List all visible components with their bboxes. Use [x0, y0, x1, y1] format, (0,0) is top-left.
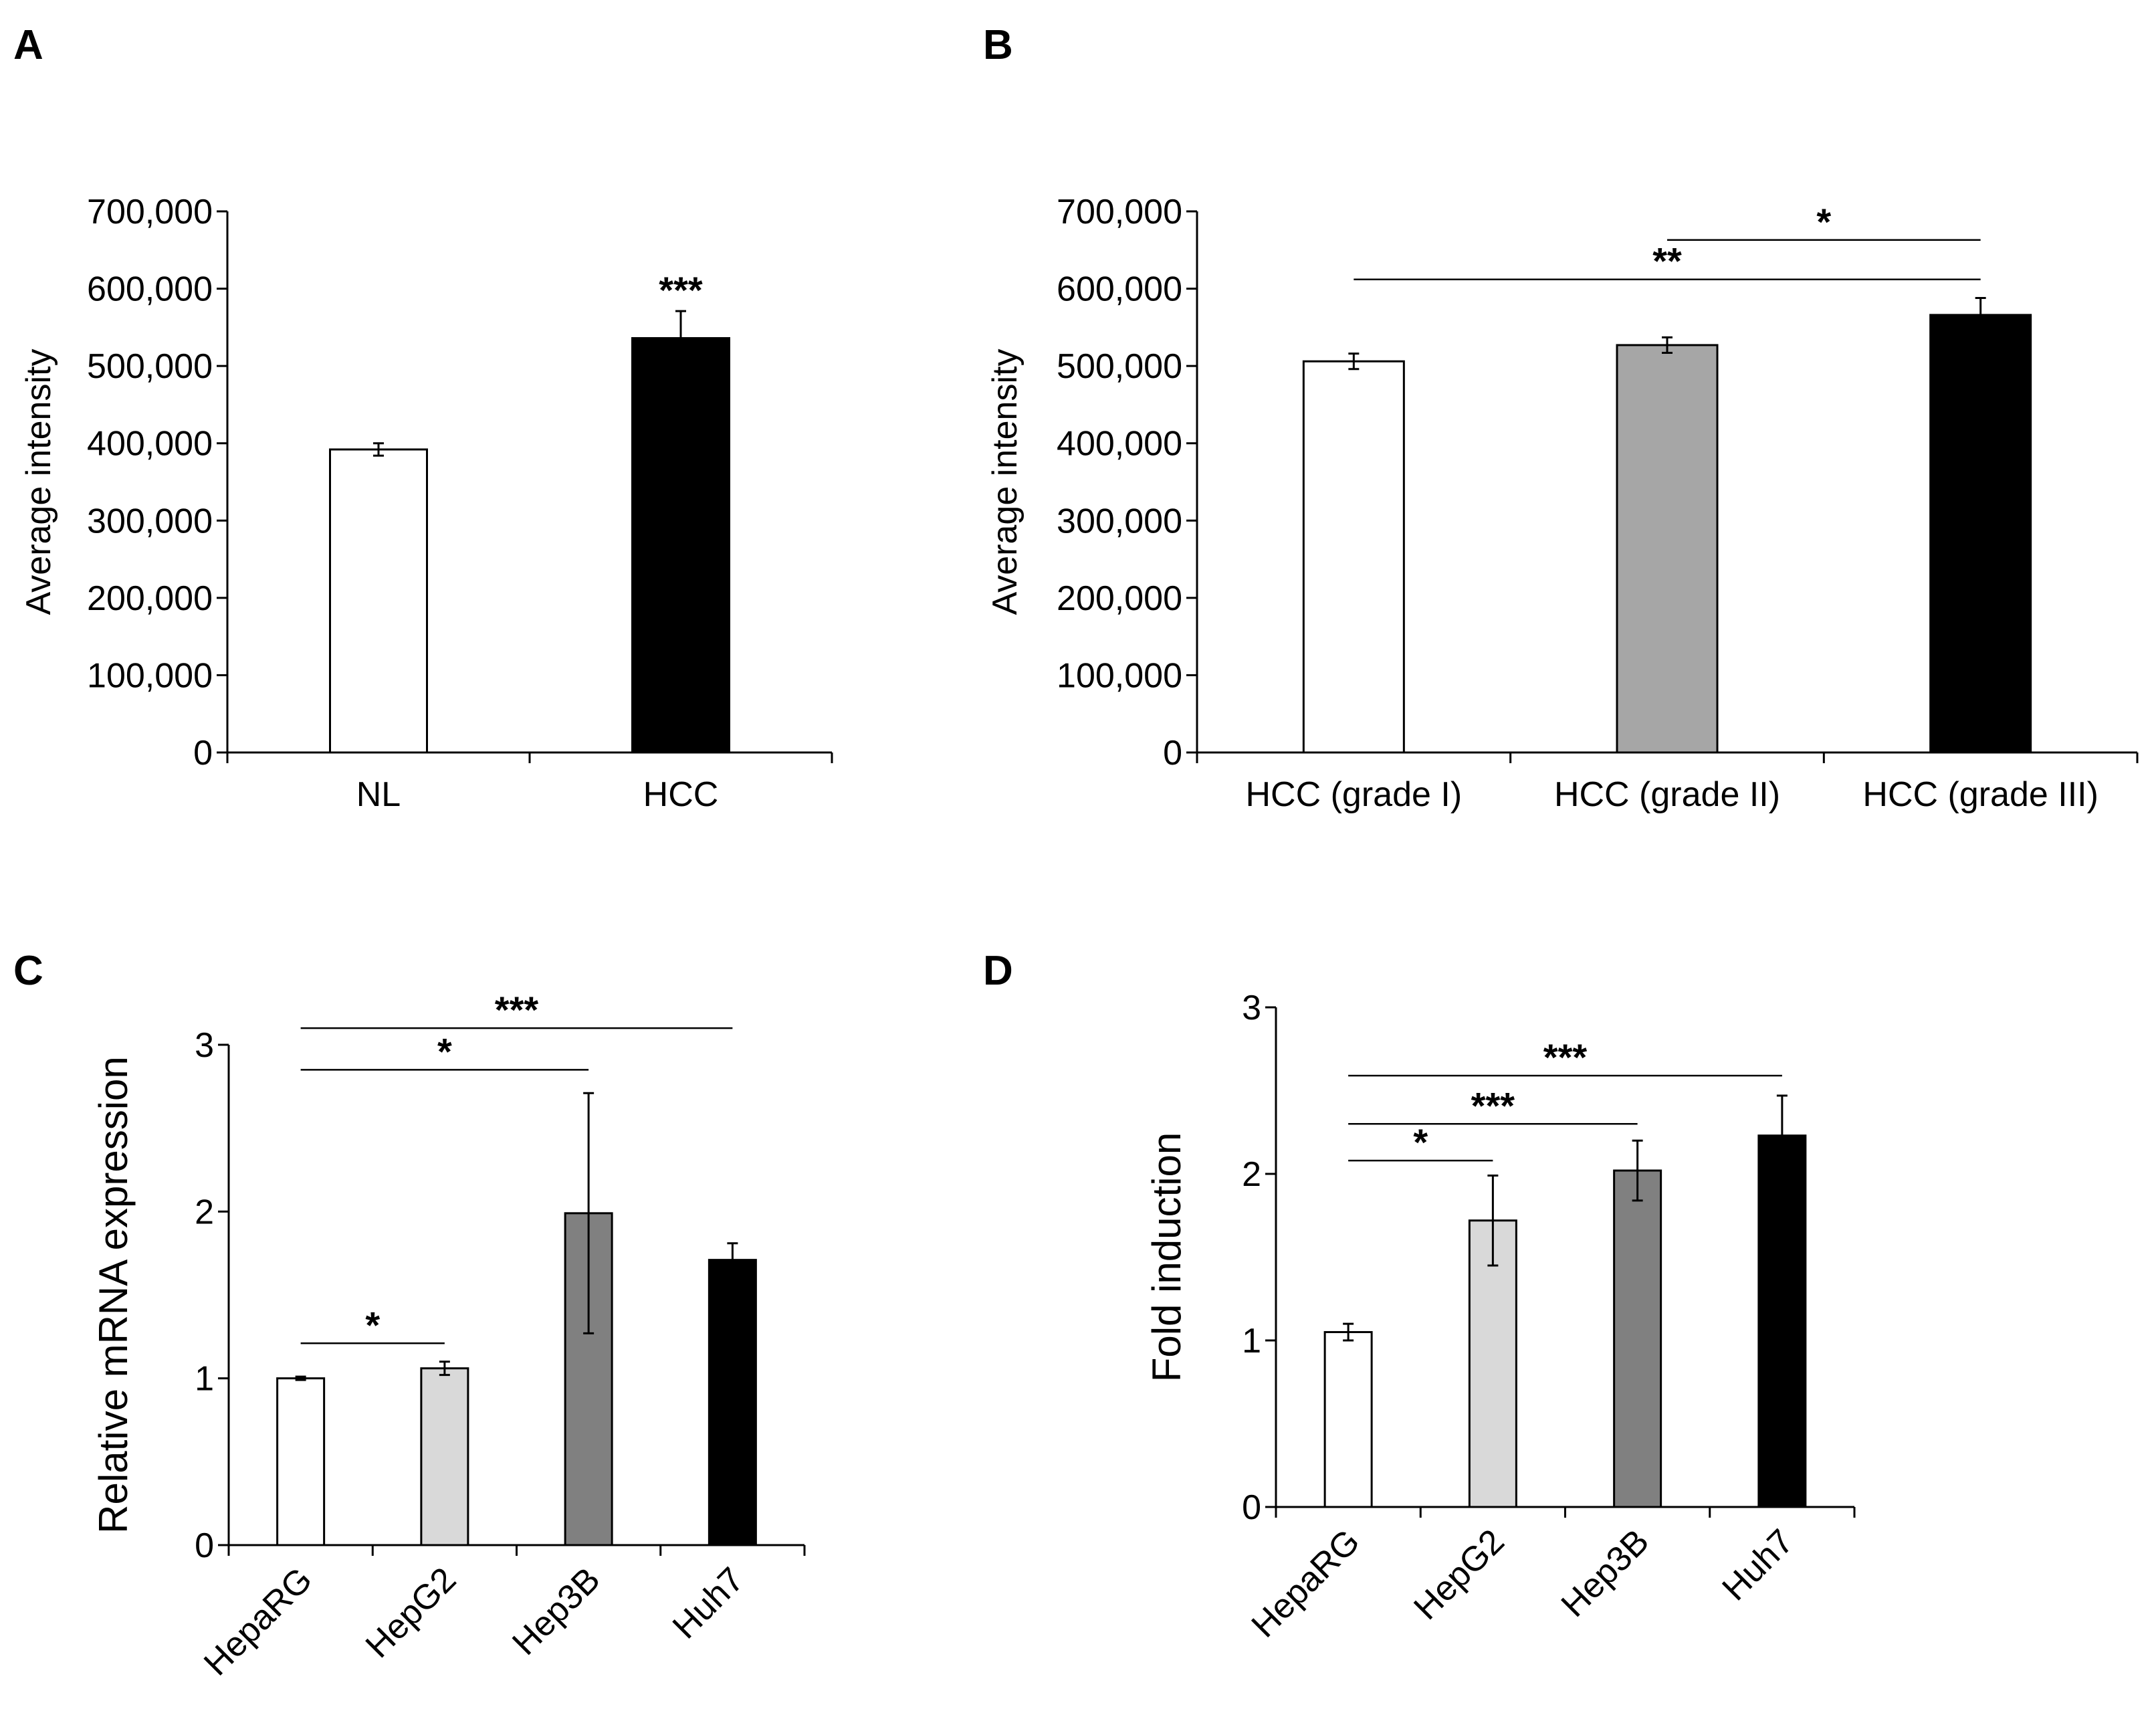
y-axis-title: Relative mRNA expression	[91, 1056, 136, 1534]
bar-hepg2	[420, 1367, 469, 1546]
y-tick-label: 200,000	[87, 579, 213, 618]
y-axis-title: Fold induction	[1144, 1132, 1189, 1383]
panel-b: B 0 100,000 200,000 300,000 400,000 500,000 600…	[983, 22, 2139, 814]
panel-c: C 0 1 2 3 Relative mRNA expression HepaRG HepG2…	[13, 948, 806, 1684]
y-tick-label: 1	[1242, 1322, 1261, 1360]
panel-d: D 0 1 2 3 Fold induction HepaRG HepG2 Hep3B Huh7 *…	[983, 948, 1856, 1645]
y-tick-label: 0	[193, 734, 213, 773]
x-tick-label: Huh7	[665, 1560, 752, 1646]
x-tick-label: HCC (grade II)	[1554, 775, 1780, 814]
x-tick-label: HepG2	[1406, 1522, 1512, 1627]
bar-huh7	[708, 1259, 757, 1546]
y-axis-title: Average intensity	[19, 349, 58, 615]
x-tick-label: HepG2	[358, 1560, 464, 1665]
y-tick-label: 0	[195, 1526, 214, 1565]
y-tick-label: 300,000	[1057, 502, 1182, 540]
y-tick-label: 3	[195, 1026, 214, 1065]
x-tick-label: HCC	[643, 775, 719, 814]
bar-hcc	[631, 337, 730, 754]
y-tick-label: 600,000	[87, 270, 213, 309]
y-tick-label: 100,000	[1057, 656, 1182, 695]
y-tick-label: 0	[1242, 1488, 1261, 1527]
y-tick-label: 0	[1163, 734, 1182, 773]
y-tick-label: 600,000	[1057, 270, 1182, 309]
significance-label: *	[365, 1304, 380, 1346]
panel-a: A 0 100,000 200,000 300,000 400,000 500,000 600…	[13, 22, 833, 814]
y-tick-label: 1	[195, 1360, 214, 1399]
bar-huh7	[1757, 1134, 1807, 1508]
y-tick-label: 400,000	[87, 425, 213, 464]
significance-label: *	[1413, 1121, 1428, 1163]
x-tick-label: HepaRG	[1245, 1522, 1368, 1645]
x-tick-label: Huh7	[1715, 1522, 1801, 1608]
y-tick-label: 400,000	[1057, 425, 1182, 464]
y-tick-label: 2	[195, 1193, 214, 1231]
bar-hcc-grade-ii-	[1616, 344, 1719, 754]
significance-label: ***	[495, 989, 539, 1031]
x-tick-label: NL	[356, 775, 401, 814]
y-tick-label: 500,000	[87, 347, 213, 386]
y-axis-title: Average intensity	[986, 349, 1025, 615]
x-tick-label: HCC (grade III)	[1862, 775, 2098, 814]
x-tick-label: Hep3B	[1554, 1522, 1656, 1624]
bar-heparg	[1323, 1331, 1373, 1508]
significance-label: **	[1652, 240, 1682, 282]
bar-hcc-grade-i-	[1302, 360, 1405, 754]
bar-hcc-grade-iii-	[1929, 314, 2032, 754]
x-tick-label: Hep3B	[505, 1560, 607, 1662]
bar-heparg	[276, 1377, 326, 1546]
significance-label: ***	[1471, 1084, 1515, 1126]
y-tick-label: 700,000	[87, 193, 213, 231]
y-tick-label: 700,000	[1057, 193, 1182, 231]
x-tick-label: HepaRG	[197, 1560, 320, 1683]
y-tick-label: 2	[1242, 1155, 1261, 1194]
y-tick-label: 200,000	[1057, 579, 1182, 618]
y-tick-label: 300,000	[87, 502, 213, 540]
significance-label: *	[1816, 201, 1831, 243]
y-tick-label: 3	[1242, 989, 1261, 1027]
y-tick-label: 100,000	[87, 656, 213, 695]
panel-label: B	[983, 22, 1013, 68]
significance-label: ***	[1543, 1036, 1588, 1078]
panel-label: C	[13, 948, 43, 994]
y-tick-label: 500,000	[1057, 347, 1182, 386]
panel-label: D	[983, 948, 1013, 994]
bar-nl	[329, 448, 428, 754]
bar-hep3b	[1613, 1169, 1662, 1508]
significance-label: ***	[659, 269, 703, 311]
panel-label: A	[13, 22, 43, 68]
x-tick-label: HCC (grade I)	[1246, 775, 1463, 814]
significance-label: *	[437, 1030, 452, 1072]
